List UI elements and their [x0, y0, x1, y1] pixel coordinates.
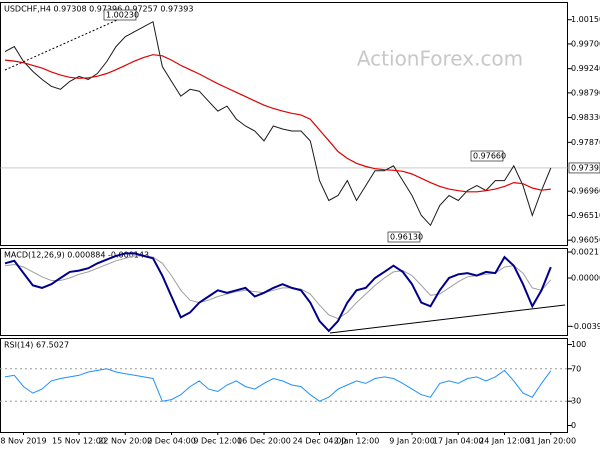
x-tick-label: 31 Jan 20:00	[525, 437, 576, 446]
annotation-box	[470, 150, 504, 162]
series-line	[4, 255, 552, 320]
panel-title: USDCHF,H4 0.97308 0.97396 0.97257 0.9739…	[4, 5, 193, 14]
y-tick-label: 30	[571, 397, 581, 406]
y-tick-label: 70	[571, 364, 581, 373]
current-price-box	[568, 162, 600, 174]
annotation-label: 1.00230	[106, 11, 139, 20]
x-tick-label: 22 Nov 20:00	[98, 437, 152, 446]
current-price-label: 0.97393	[571, 163, 600, 172]
panel-frame	[0, 248, 568, 336]
x-tick-label: 2 Dec 04:00	[147, 437, 196, 446]
y-tick-label: 0.002113	[571, 248, 600, 257]
series-line	[4, 20, 552, 227]
annotation-box	[103, 9, 137, 21]
x-tick-label: 16 Dec 20:00	[237, 437, 291, 446]
x-tick-label: 2 Jan 12:00	[334, 437, 380, 446]
y-tick-label: 100	[571, 340, 586, 349]
x-tick-label: 9 Dec 12:00	[193, 437, 242, 446]
annotation-box	[387, 231, 421, 243]
watermark: ActionForex.com	[357, 47, 523, 71]
trend-line	[329, 304, 566, 334]
panel-frame	[0, 338, 568, 433]
panel-title: RSI(14) 67.5027	[4, 341, 69, 350]
y-tick-label: 0	[571, 421, 576, 430]
panel-title: MACD(12,26,9) 0.000884 -0.000143	[4, 251, 149, 260]
series-line	[4, 252, 552, 333]
annotation-label: 0.97660	[473, 152, 506, 161]
series-line	[4, 54, 551, 193]
panel-frame	[0, 2, 568, 246]
x-tick-label: 24 Dec 04:00	[293, 437, 347, 446]
series-line	[4, 368, 552, 402]
x-tick-label: 8 Nov 2019	[0, 437, 46, 446]
y-tick-label: 0.000000	[571, 274, 600, 283]
x-tick-label: 15 Nov 12:00	[52, 437, 106, 446]
x-tick-label: 24 Jan 12:00	[479, 437, 530, 446]
x-tick-label: 9 Jan 20:00	[389, 437, 435, 446]
y-tick-label: -0.003922	[571, 322, 600, 331]
x-tick-label: 17 Jan 04:00	[433, 437, 484, 446]
annotation-label: 0.96130	[390, 233, 423, 242]
